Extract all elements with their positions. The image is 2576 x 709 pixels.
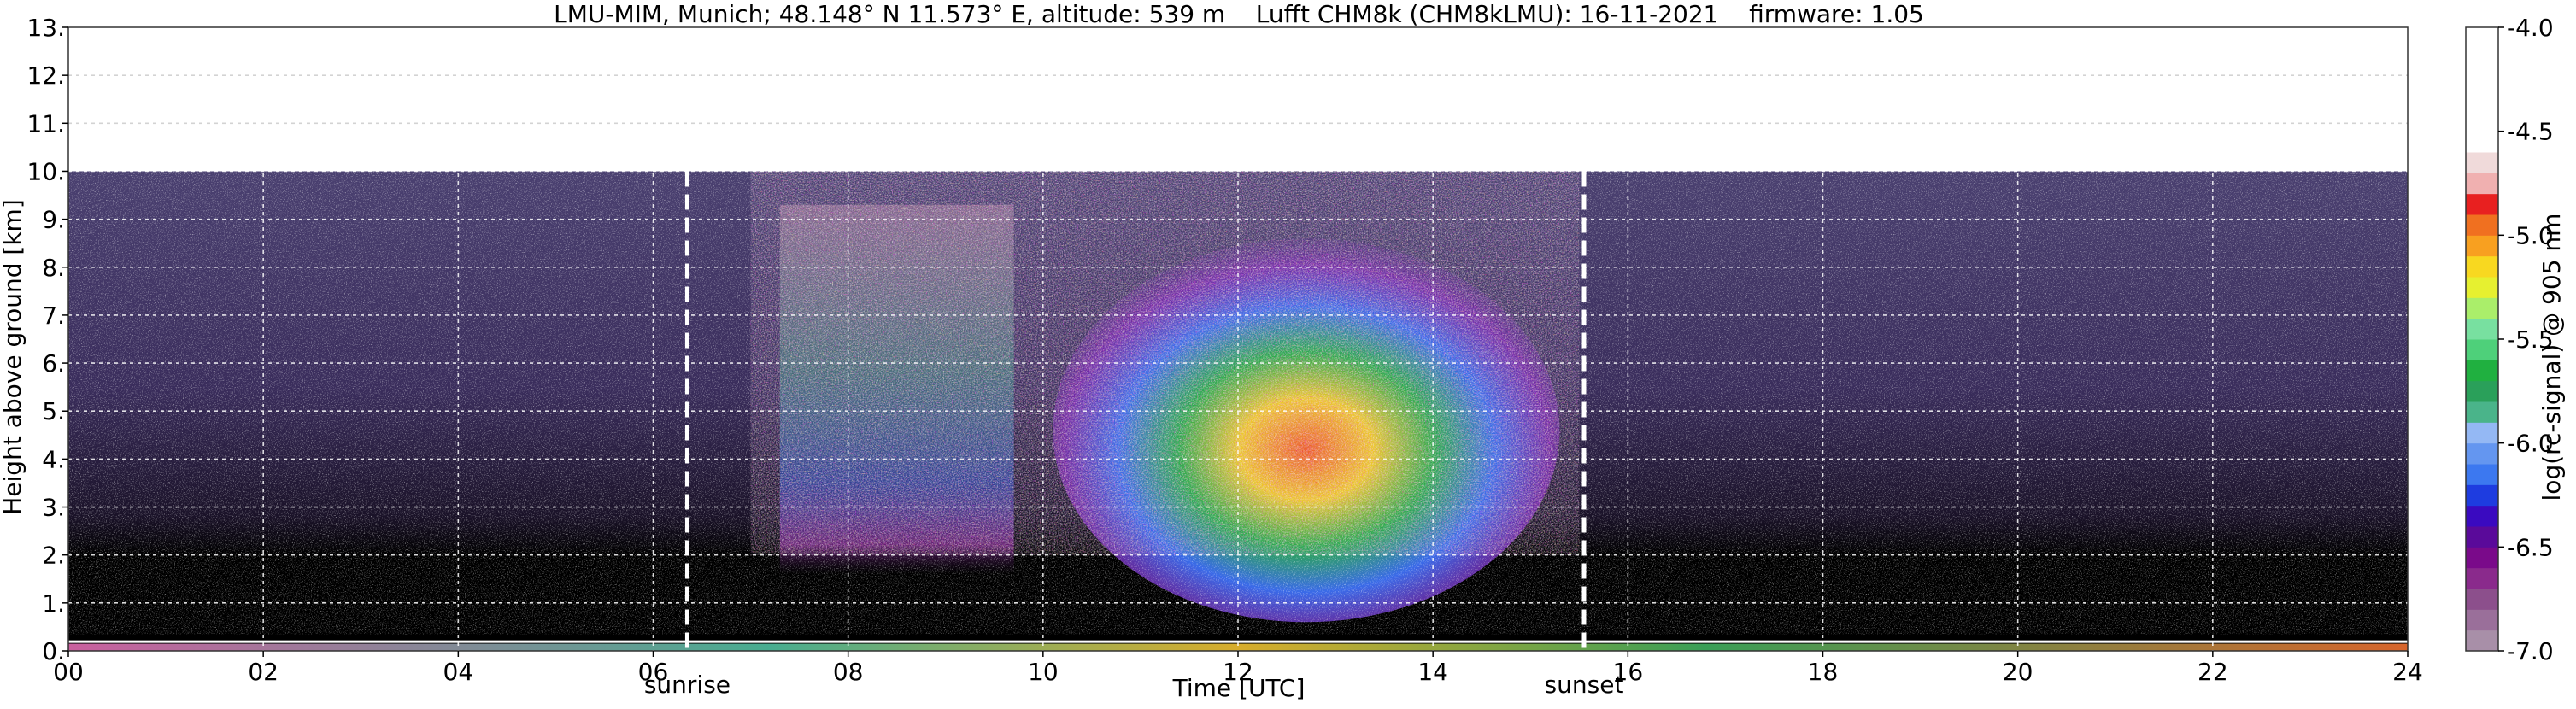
x-tick-label: 06 <box>638 658 669 686</box>
colorbar-segment <box>2466 277 2498 298</box>
colorbar-segment <box>2466 547 2498 569</box>
y-tick-label: 13. <box>26 14 65 42</box>
colorbar-segment <box>2466 630 2498 652</box>
colorbar-segment <box>2466 193 2498 215</box>
y-tick-label: 11. <box>26 109 65 138</box>
colorbar-tick-label: -5.0 <box>2507 221 2554 249</box>
x-axis-label: Time [UTC] <box>1172 674 1306 702</box>
y-tick-label: 8. <box>42 254 65 282</box>
y-tick-label: 5. <box>42 397 65 425</box>
colorbar-tick-label: -7.0 <box>2507 637 2554 665</box>
grid-lines <box>68 27 2408 651</box>
x-tick-label: 00 <box>53 658 84 686</box>
y-tick-label: 9. <box>42 206 65 234</box>
colorbar-segment <box>2466 131 2498 153</box>
colorbar-segment <box>2466 235 2498 257</box>
colorbar-segment <box>2466 609 2498 631</box>
colorbar-tick-label: -5.5 <box>2507 325 2554 354</box>
x-tick-label: 10 <box>1028 658 1059 686</box>
colorbar-segment <box>2466 380 2498 402</box>
colorbar-segment <box>2466 297 2498 319</box>
y-tick-label: 6. <box>42 349 65 378</box>
x-tick-label: 20 <box>2003 658 2033 686</box>
colorbar-segment <box>2466 48 2498 70</box>
y-tick-label: 4. <box>42 445 65 473</box>
axes: 00 02 04 06 08 10 12 14 16 18 20 22 24 0. 1. 2. 3. 4. 5. 6.… <box>26 14 2422 686</box>
colorbar-segment <box>2466 526 2498 548</box>
y-tick-label: 10. <box>26 157 65 185</box>
color-noise-overlay <box>750 171 1580 555</box>
y-axis-label: Height above ground [km] <box>0 199 26 515</box>
x-tick-label: 24 <box>2392 658 2423 686</box>
colorbar-segment <box>2466 505 2498 527</box>
colorbar-segment <box>2466 339 2498 360</box>
x-tick-label: 02 <box>248 658 279 686</box>
x-tick-label: 12 <box>1223 658 1253 686</box>
colorbar-segment <box>2466 567 2498 589</box>
colorbar-segment <box>2466 442 2498 465</box>
y-tick-label: 0. <box>42 637 65 665</box>
colorbar-segment <box>2466 255 2498 278</box>
sunrise-label: sunrise <box>644 671 731 699</box>
colorbar-label: log(rc-signal) @ 905 nm <box>2538 214 2566 501</box>
y-tick-label: 3. <box>42 494 65 522</box>
colorbar-segment <box>2466 68 2498 91</box>
colorbar-tick-label: -6.5 <box>2507 533 2554 561</box>
y-tick-label: 2. <box>42 542 65 570</box>
sunset-label: sunset <box>1545 671 1624 699</box>
x-tick-label: 22 <box>2198 658 2228 686</box>
ground-echo-edge <box>68 640 2408 643</box>
colorbar-tick-label: -4.5 <box>2507 118 2554 146</box>
colorbar-tick-label: -4.0 <box>2507 14 2554 42</box>
colorbar-segment <box>2466 401 2498 423</box>
colorbar-segment <box>2466 589 2498 610</box>
y-tick-label: 1. <box>42 589 65 618</box>
x-tick-label: 08 <box>833 658 864 686</box>
colorbar-segment <box>2466 90 2498 111</box>
colorbar-segment <box>2466 214 2498 236</box>
x-tick-label: 16 <box>1613 658 1644 686</box>
chart-title: LMU-MIM, Munich; 48.148° N 11.573° E, al… <box>554 0 1924 28</box>
colorbar: -4.0 -4.5 -5.0 -5.5 -6.0 -6.5 -7.0 <box>2465 14 2554 665</box>
ground-echo <box>68 643 2408 651</box>
colorbar-segment <box>2466 152 2498 173</box>
colorbar-segment <box>2466 484 2498 507</box>
x-tick-label: 18 <box>1808 658 1839 686</box>
colorbar-segment <box>2466 110 2498 132</box>
colorbar-segment <box>2466 360 2498 382</box>
sun-markers: sunrise sunset <box>644 171 1624 699</box>
x-tick-label: 04 <box>443 658 474 686</box>
x-tick-label: 14 <box>1417 658 1448 686</box>
colorbar-segment <box>2466 464 2498 485</box>
y-tick-label: 12. <box>26 62 65 90</box>
colorbar-segment <box>2466 173 2498 195</box>
colorbar-segment <box>2466 422 2498 444</box>
colorbar-segment <box>2466 27 2498 49</box>
y-tick-label: 7. <box>42 302 65 330</box>
colorbar-segment <box>2466 318 2498 340</box>
colorbar-tick-label: -6.0 <box>2507 430 2554 458</box>
